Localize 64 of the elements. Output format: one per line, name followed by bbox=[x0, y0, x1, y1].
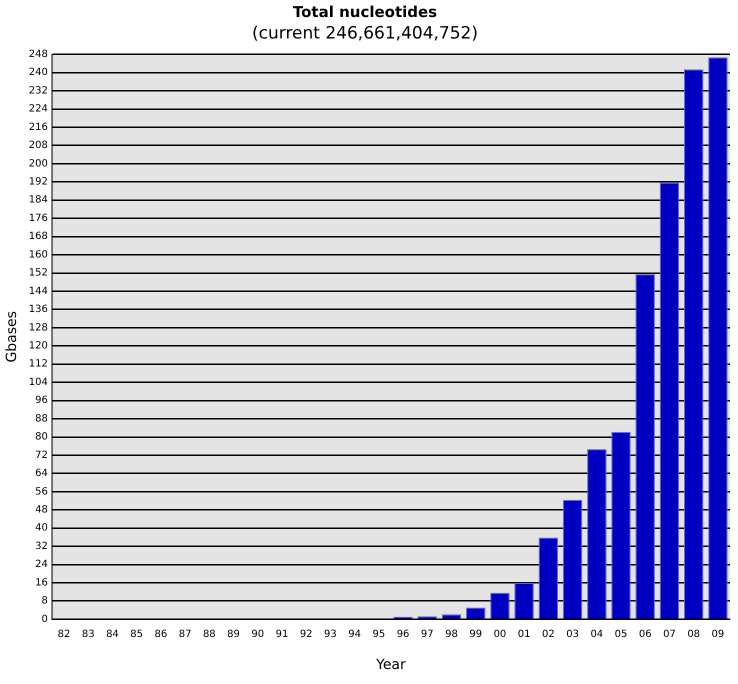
x-tick-label: 95 bbox=[372, 628, 386, 640]
x-tick-label: 09 bbox=[712, 628, 724, 640]
y-tick-label: 184 bbox=[28, 194, 48, 206]
y-tick-label: 96 bbox=[35, 395, 48, 406]
x-tick-label: 96 bbox=[396, 628, 410, 640]
y-tick-label: 72 bbox=[35, 450, 48, 461]
x-tick-label: 99 bbox=[469, 628, 482, 640]
y-tick-label: 248 bbox=[28, 48, 48, 60]
x-tick-label: 83 bbox=[82, 628, 95, 640]
x-tick-label: 07 bbox=[663, 628, 676, 640]
x-tick-label: 93 bbox=[324, 628, 337, 640]
y-tick-label: 152 bbox=[28, 268, 48, 279]
x-tick-label: 87 bbox=[178, 628, 192, 640]
chart-title: Total nucleotides bbox=[292, 2, 438, 21]
y-tick-label: 88 bbox=[35, 413, 48, 424]
y-tick-label: 160 bbox=[28, 249, 48, 260]
x-tick-label: 89 bbox=[227, 628, 240, 640]
x-tick-label: 04 bbox=[590, 628, 604, 640]
x-tick-label: 97 bbox=[420, 628, 434, 640]
y-tick-label: 136 bbox=[28, 304, 48, 316]
y-tick-label: 16 bbox=[35, 577, 48, 588]
y-tick-label: 104 bbox=[28, 376, 48, 388]
y-tick-label: 224 bbox=[28, 104, 48, 115]
y-tick-label: 216 bbox=[28, 122, 48, 133]
y-tick-label: 80 bbox=[35, 432, 48, 443]
x-tick-label: 85 bbox=[130, 628, 144, 640]
y-tick-label: 24 bbox=[35, 559, 48, 570]
x-tick-label: 00 bbox=[494, 628, 506, 640]
y-tick-label: 32 bbox=[35, 540, 48, 552]
y-tick-label: 112 bbox=[28, 358, 48, 370]
y-tick-label: 176 bbox=[28, 212, 48, 224]
x-axis-title: Year bbox=[375, 657, 406, 674]
x-tick-label: 94 bbox=[348, 628, 361, 640]
y-tick-label: 56 bbox=[35, 486, 48, 498]
y-tick-label: 40 bbox=[35, 522, 48, 534]
x-tick-label: 08 bbox=[687, 628, 700, 640]
x-tick-label: 06 bbox=[638, 628, 652, 640]
x-tick-label: 92 bbox=[300, 628, 313, 640]
y-tick-label: 200 bbox=[28, 158, 48, 170]
y-tick-label: 232 bbox=[28, 85, 48, 96]
y-tick-label: 120 bbox=[28, 340, 48, 352]
x-tick-label: 86 bbox=[154, 628, 168, 640]
y-tick-label: 240 bbox=[28, 67, 48, 78]
x-tick-label: 88 bbox=[202, 628, 216, 640]
x-tick-label: 01 bbox=[518, 628, 531, 640]
y-tick-label: 168 bbox=[28, 231, 48, 242]
x-tick-label: 90 bbox=[251, 628, 264, 640]
y-tick-label: 8 bbox=[42, 596, 48, 607]
y-tick-label: 128 bbox=[28, 322, 48, 334]
y-tick-label: 208 bbox=[28, 140, 48, 152]
y-tick-label: 192 bbox=[28, 176, 48, 188]
x-tick-label: 84 bbox=[106, 628, 119, 640]
chart-subtitle: (current 246,661,404,752) bbox=[252, 24, 478, 44]
y-tick-label: 144 bbox=[28, 286, 48, 297]
y-axis-title: Gbases bbox=[4, 311, 20, 363]
x-tick-label: 03 bbox=[566, 628, 579, 640]
x-tick-label: 91 bbox=[276, 628, 288, 640]
y-tick-label: 0 bbox=[42, 614, 48, 625]
x-tick-label: 82 bbox=[58, 628, 70, 640]
y-tick-label: 64 bbox=[35, 468, 48, 480]
x-tick-label: 05 bbox=[614, 628, 628, 640]
y-tick-label: 48 bbox=[35, 504, 48, 516]
x-tick-label: 98 bbox=[445, 628, 458, 640]
x-tick-label: 02 bbox=[542, 628, 555, 640]
